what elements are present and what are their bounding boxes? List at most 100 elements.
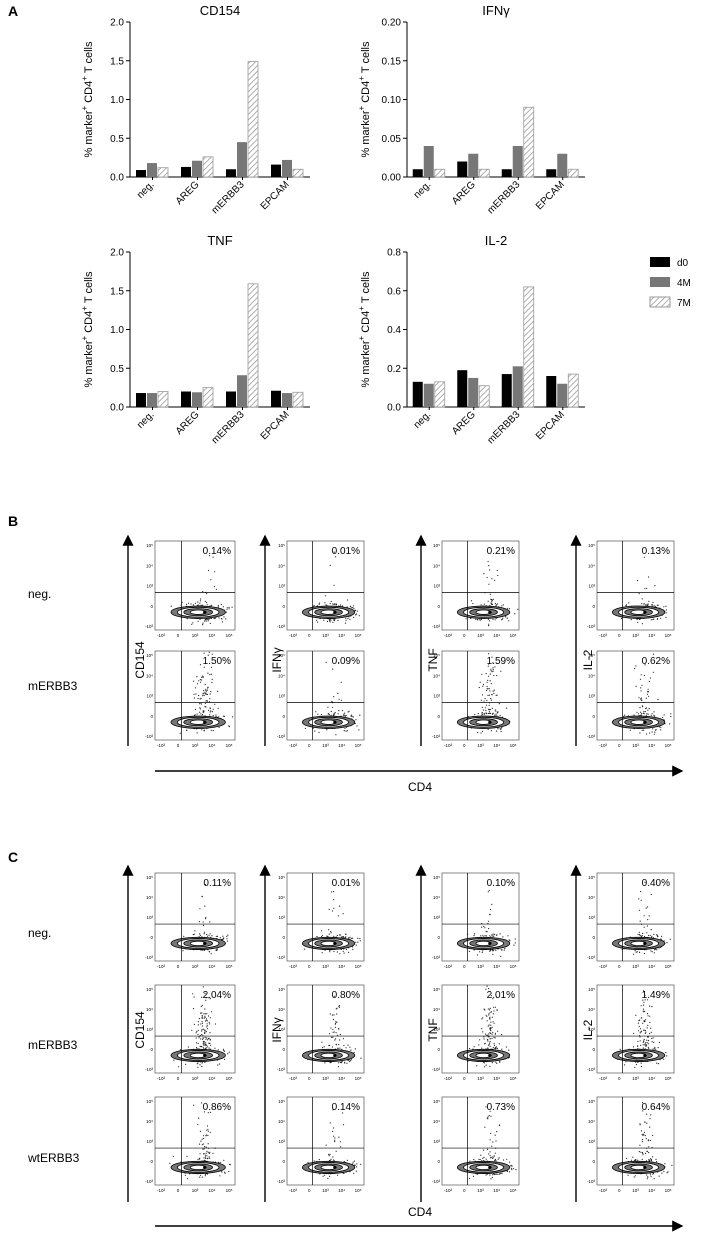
event-dot <box>500 1172 502 1175</box>
event-dot <box>203 1017 205 1019</box>
event-dot <box>637 1061 639 1063</box>
event-dot <box>332 1156 334 1158</box>
event-dot <box>211 711 213 713</box>
event-dot <box>352 607 354 609</box>
event-dot <box>483 603 485 605</box>
event-dot <box>201 1144 203 1146</box>
flow-x-tick-label: 10⁴ <box>338 1188 345 1193</box>
event-dot <box>345 619 347 621</box>
flow-y-tick-label: 0 <box>592 935 595 940</box>
event-dot <box>346 730 348 732</box>
flow-x-tick-label: 10⁵ <box>355 743 362 748</box>
flow-y-tick-label: 0 <box>150 935 153 940</box>
event-dot <box>206 1026 208 1028</box>
event-dot <box>199 600 201 602</box>
event-dot <box>328 929 330 931</box>
event-dot <box>199 711 201 713</box>
event-dot <box>201 1022 204 1024</box>
event-dot <box>632 1156 634 1158</box>
event-dot <box>638 1151 640 1153</box>
event-dot <box>501 949 503 951</box>
event-dot <box>209 1032 211 1034</box>
event-dot <box>642 1044 644 1046</box>
event-dot <box>210 666 213 668</box>
flow-x-tick-label: 10⁵ <box>355 964 362 969</box>
event-dot <box>205 1042 207 1044</box>
flow-x-tick-label: 10³ <box>322 964 329 969</box>
event-dot <box>354 609 356 612</box>
event-dot <box>200 1140 202 1142</box>
marker-label: TNF <box>426 648 440 671</box>
event-dot <box>203 729 206 731</box>
event-dot <box>493 689 495 691</box>
event-dot <box>624 1064 626 1066</box>
event-dot <box>638 1030 640 1032</box>
event-dot <box>210 579 212 581</box>
event-dot <box>665 609 667 611</box>
event-dot <box>487 728 489 731</box>
event-dot <box>338 934 340 936</box>
event-dot <box>207 672 209 674</box>
event-dot <box>321 930 323 932</box>
event-dot <box>492 662 494 664</box>
chart-title: IFNγ <box>482 3 510 18</box>
event-dot <box>500 728 502 730</box>
event-dot <box>643 1004 645 1006</box>
event-dot <box>197 697 199 700</box>
flow-y-tick-label: 10³ <box>278 584 285 589</box>
bar <box>567 373 579 408</box>
event-dot <box>207 1028 209 1030</box>
event-dot <box>485 689 488 692</box>
event-dot <box>488 1033 490 1035</box>
bar <box>457 370 468 407</box>
plot-frame <box>154 540 236 631</box>
flow-x-tick-label: 10⁵ <box>665 1076 672 1081</box>
event-dot <box>206 1155 208 1157</box>
event-dot <box>669 938 671 940</box>
event-dot <box>209 707 211 709</box>
y-tick-label: 1.5 <box>110 286 124 297</box>
event-dot <box>650 1027 652 1029</box>
event-dot <box>486 1020 488 1022</box>
event-dot <box>493 935 495 937</box>
event-dot <box>340 936 342 938</box>
flow-x-tick-label: 10⁵ <box>510 743 517 748</box>
event-dot <box>206 604 208 606</box>
gate-percentage: 0.14% <box>203 546 231 557</box>
event-dot <box>641 1017 643 1019</box>
event-dot <box>652 1173 654 1175</box>
event-dot <box>198 694 200 697</box>
contour-center <box>333 1165 337 1169</box>
flow-x-tick-label: 10³ <box>322 1188 329 1193</box>
event-dot <box>321 1041 323 1043</box>
event-dot <box>199 708 202 710</box>
event-dot <box>321 952 323 954</box>
event-dot <box>487 1034 489 1036</box>
event-dot <box>489 690 491 692</box>
event-dot <box>202 1037 204 1039</box>
event-dot <box>196 676 198 678</box>
event-dot <box>664 1163 666 1165</box>
event-dot <box>228 606 230 609</box>
event-dot <box>327 935 329 938</box>
event-dot <box>478 686 480 689</box>
flow-y-tick-label: 10⁵ <box>146 875 153 880</box>
event-dot <box>497 574 499 577</box>
flow-y-tick-label: 10⁵ <box>588 987 595 992</box>
event-dot <box>338 710 340 712</box>
event-dot <box>640 890 642 893</box>
event-dot <box>644 1042 647 1044</box>
event-dot <box>204 1013 206 1015</box>
bar <box>523 286 535 408</box>
event-dot <box>204 1020 207 1022</box>
event-dot <box>508 1171 511 1173</box>
event-dot <box>203 666 205 668</box>
event-dot <box>642 1022 644 1024</box>
event-dot <box>221 621 224 623</box>
event-dot <box>657 1047 659 1049</box>
event-dot <box>640 1044 642 1046</box>
event-dot <box>488 688 490 690</box>
event-dot <box>489 1011 491 1013</box>
